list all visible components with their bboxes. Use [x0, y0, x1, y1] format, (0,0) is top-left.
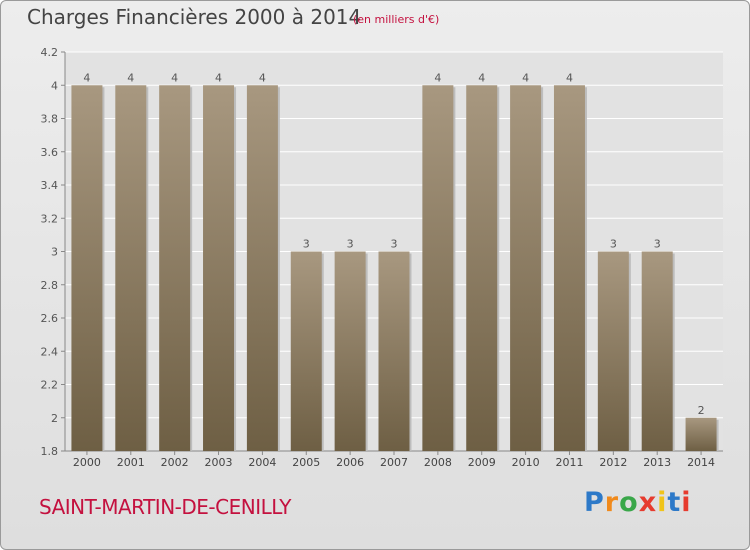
logo-letter: t — [667, 487, 682, 518]
bar — [685, 417, 717, 451]
proxiti-logo: Proxiti — [584, 487, 692, 518]
y-tick-label: 2.6 — [41, 312, 59, 325]
data-label: 4 — [215, 71, 222, 84]
y-tick-label: 2.8 — [41, 279, 59, 292]
bar — [159, 85, 191, 451]
bar — [290, 251, 322, 451]
bar — [597, 251, 629, 451]
y-tick-label: 2.4 — [41, 345, 59, 358]
x-tick-label: 2007 — [380, 456, 408, 469]
x-tick-label: 2011 — [555, 456, 583, 469]
bar — [466, 85, 498, 451]
logo-letter: x — [638, 487, 658, 518]
bar — [115, 85, 147, 451]
x-tick-label: 2000 — [73, 456, 101, 469]
y-tick-label: 3.2 — [41, 212, 59, 225]
y-tick-label: 3.4 — [41, 179, 59, 192]
x-tick-label: 2002 — [161, 456, 189, 469]
data-label: 3 — [610, 238, 617, 251]
data-label: 3 — [391, 238, 398, 251]
bar — [246, 85, 278, 451]
data-label: 4 — [522, 71, 529, 84]
x-tick-label: 2006 — [336, 456, 364, 469]
logo-letter: o — [619, 487, 639, 518]
data-label: 4 — [478, 71, 485, 84]
bar — [334, 251, 366, 451]
bar — [71, 85, 103, 451]
y-tick-label: 2.2 — [41, 379, 59, 392]
data-label: 3 — [654, 238, 661, 251]
data-label: 4 — [127, 71, 134, 84]
logo-letter: i — [681, 487, 692, 518]
bar — [203, 85, 235, 451]
chart-title: Charges Financières 2000 à 2014 — [27, 5, 362, 29]
y-tick-label: 1.8 — [41, 445, 59, 458]
data-label: 4 — [434, 71, 441, 84]
x-tick-label: 2009 — [468, 456, 496, 469]
y-tick-label: 3 — [51, 246, 58, 259]
y-tick-label: 3.8 — [41, 113, 59, 126]
bar — [641, 251, 673, 451]
y-tick-label: 2 — [51, 412, 58, 425]
x-tick-label: 2005 — [292, 456, 320, 469]
x-tick-label: 2001 — [117, 456, 145, 469]
commune-name: SAINT-MARTIN-DE-CENILLY — [39, 495, 291, 519]
x-tick-label: 2012 — [599, 456, 627, 469]
data-label: 4 — [259, 71, 266, 84]
logo-letter: r — [604, 487, 620, 518]
logo-letter: i — [657, 487, 668, 518]
bar — [553, 85, 585, 451]
data-label: 4 — [566, 71, 573, 84]
data-label: 2 — [698, 404, 705, 417]
x-tick-label: 2013 — [643, 456, 671, 469]
y-tick-label: 4 — [51, 79, 58, 92]
logo-letter: P — [584, 487, 605, 518]
data-label: 4 — [83, 71, 90, 84]
x-tick-label: 2003 — [205, 456, 233, 469]
data-label: 3 — [347, 238, 354, 251]
data-label: 3 — [303, 238, 310, 251]
x-tick-label: 2008 — [424, 456, 452, 469]
y-tick-label: 4.2 — [41, 46, 59, 59]
chart-subtitle: (en milliers d'€) — [353, 13, 440, 26]
y-tick-label: 3.6 — [41, 146, 59, 159]
data-label: 4 — [171, 71, 178, 84]
x-tick-label: 2014 — [687, 456, 715, 469]
x-tick-label: 2010 — [512, 456, 540, 469]
x-tick-label: 2004 — [248, 456, 276, 469]
bar — [378, 251, 410, 451]
bar — [422, 85, 454, 451]
bar — [510, 85, 542, 451]
